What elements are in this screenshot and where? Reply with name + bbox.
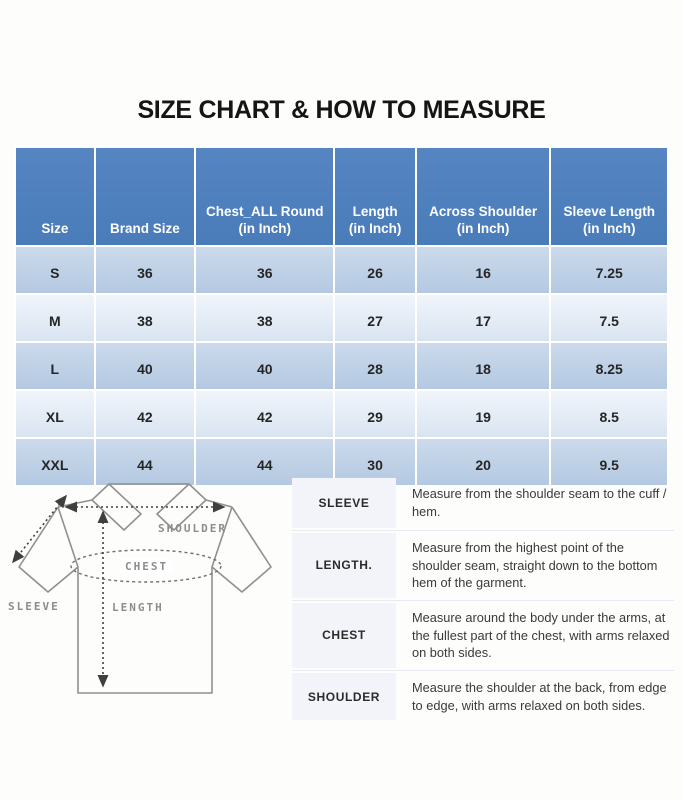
- table-row-s: S 36 36 26 16 7.25: [14, 245, 669, 295]
- col-header-line1: Size: [41, 221, 69, 237]
- cell: L: [14, 341, 96, 391]
- cell: 27: [333, 293, 417, 343]
- guide-label: CHEST: [292, 602, 396, 668]
- cell: 7.5: [549, 293, 669, 343]
- col-header-sleeve-length: Sleeve Length (in Inch): [549, 146, 669, 247]
- cell: 44: [93, 437, 197, 487]
- cell: 40: [194, 341, 336, 391]
- chest-measure-ellipse: [70, 549, 222, 583]
- cell: 29: [333, 389, 417, 439]
- cell: 7.25: [549, 245, 669, 295]
- shirt-left-sleeve: [18, 506, 79, 593]
- guide-row-shoulder: SHOULDER Measure the shoulder at the bac…: [292, 671, 674, 722]
- cell: 9.5: [549, 437, 669, 487]
- size-table: Size Brand Size Chest_ALL Round (in Inch…: [14, 146, 669, 487]
- col-header-line1: Sleeve Length: [563, 204, 655, 220]
- cell: 40: [93, 341, 197, 391]
- guide-description: Measure the shoulder at the back, from e…: [412, 679, 667, 713]
- diagram-length-label: LENGTH: [112, 601, 164, 614]
- table-row-xl: XL 42 42 29 19 8.5: [14, 389, 669, 439]
- cell: 19: [414, 389, 552, 439]
- cell: 36: [93, 245, 197, 295]
- cell: 20: [414, 437, 552, 487]
- cell: 18: [414, 341, 552, 391]
- cell: 8.5: [549, 389, 669, 439]
- page-title: SIZE CHART & HOW TO MEASURE: [137, 96, 546, 124]
- guide-label: LENGTH.: [292, 533, 396, 598]
- cell: 16: [414, 245, 552, 295]
- shirt-diagram-svg: SHOULDER CHEST LENGTH SLEEVE: [8, 483, 272, 694]
- shirt-outline: [18, 483, 272, 694]
- diagram-chest-label: CHEST: [125, 560, 168, 573]
- guide-label: SLEEVE: [292, 478, 396, 528]
- shirt-right-shoulder-line: [205, 499, 233, 508]
- table-row-xxl: XXL 44 44 30 20 9.5: [14, 437, 669, 487]
- shirt-body: [57, 506, 233, 694]
- sleeve-measure-arrow: [11, 494, 68, 564]
- col-header-across-shoulder: Across Shoulder (in Inch): [414, 146, 552, 247]
- diagram-sleeve-label: SLEEVE: [8, 600, 60, 613]
- size-table-header-row: Size Brand Size Chest_ALL Round (in Inch…: [14, 146, 669, 247]
- cell: 38: [93, 293, 197, 343]
- guide-label: SHOULDER: [292, 672, 396, 721]
- cell: S: [14, 245, 96, 295]
- diagram-shoulder-label: SHOULDER: [158, 522, 227, 535]
- col-header-brand-size: Brand Size: [93, 146, 197, 247]
- shirt-right-sleeve: [211, 506, 272, 593]
- cell: 42: [194, 389, 336, 439]
- col-header-chest: Chest_ALL Round (in Inch): [194, 146, 336, 247]
- guide-row-chest: CHEST Measure around the body under the …: [292, 601, 674, 671]
- measure-arrows: [11, 494, 226, 688]
- table-row-m: M 38 38 27 17 7.5: [14, 293, 669, 343]
- col-header-line2: (in Inch): [456, 221, 510, 237]
- col-header-length: Length (in Inch): [333, 146, 417, 247]
- guide-description: Measure around the body under the arms, …: [412, 609, 670, 661]
- col-header-line2: (in Inch): [238, 221, 291, 237]
- cell: XXL: [14, 437, 96, 487]
- table-row-l: L 40 40 28 18 8.25: [14, 341, 669, 391]
- cell: 28: [333, 341, 417, 391]
- col-header-line2: (in Inch): [348, 221, 402, 237]
- col-header-line2: (in Inch): [582, 221, 636, 237]
- shirt-measure-diagram: SHOULDER CHEST LENGTH SLEEVE: [6, 462, 290, 712]
- cell: 38: [194, 293, 336, 343]
- col-header-size: Size: [14, 146, 96, 247]
- cell: M: [14, 293, 96, 343]
- chest-label-backing: [120, 558, 172, 573]
- cell: 42: [93, 389, 197, 439]
- cell: 36: [194, 245, 336, 295]
- guide-row-sleeve: SLEEVE Measure from the shoulder seam to…: [292, 476, 674, 531]
- cell: 26: [333, 245, 417, 295]
- guide-description: Measure from the highest point of the sh…: [412, 540, 658, 591]
- col-header-line1: Chest_ALL Round: [205, 204, 324, 220]
- cell: XL: [14, 389, 96, 439]
- col-header-line1: Across Shoulder: [429, 204, 538, 220]
- guide-description: Measure from the shoulder seam to the cu…: [412, 486, 667, 519]
- shirt-left-shoulder-line: [57, 499, 93, 508]
- cell: 17: [414, 293, 552, 343]
- col-header-line1: Length: [352, 204, 398, 220]
- measure-guide: SLEEVE Measure from the shoulder seam to…: [292, 476, 674, 722]
- col-header-line1: Brand Size: [110, 221, 180, 237]
- cell: 8.25: [549, 341, 669, 391]
- guide-row-length: LENGTH. Measure from the highest point o…: [292, 531, 674, 601]
